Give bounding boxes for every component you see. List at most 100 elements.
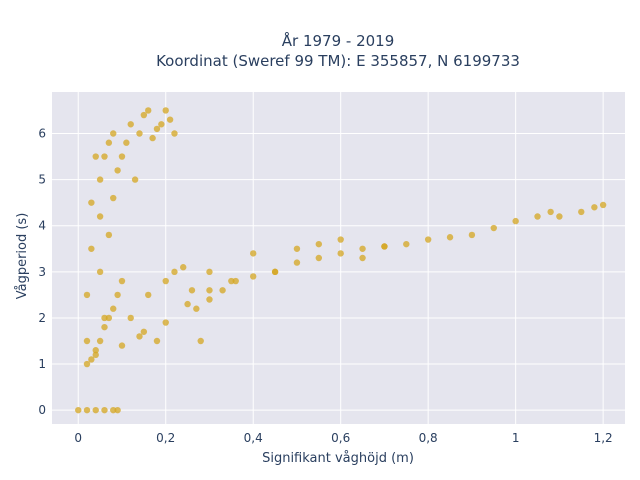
data-point xyxy=(127,314,134,322)
data-point xyxy=(127,121,134,128)
data-point xyxy=(188,287,196,294)
data-point xyxy=(293,245,301,252)
data-point xyxy=(158,121,165,128)
data-point xyxy=(162,277,169,285)
data-point xyxy=(101,323,108,331)
data-point xyxy=(166,116,174,123)
data-point xyxy=(228,277,235,285)
data-point xyxy=(359,254,366,262)
data-point xyxy=(96,176,104,183)
data-point xyxy=(184,300,191,308)
y-tick-label: 4 xyxy=(38,219,46,233)
data-point xyxy=(149,134,156,142)
data-points xyxy=(75,107,607,414)
data-point xyxy=(232,277,239,285)
data-point xyxy=(123,139,130,146)
data-point xyxy=(293,259,301,266)
data-point xyxy=(468,231,476,239)
data-point xyxy=(75,406,82,414)
data-point xyxy=(88,245,95,252)
data-point xyxy=(206,268,213,276)
x-tick-labels: 0 0,2 0,4 0,6 0,8 1 1,2 xyxy=(74,431,612,445)
data-point xyxy=(145,291,152,299)
data-point xyxy=(153,337,161,345)
y-tick-label: 2 xyxy=(38,311,46,325)
data-point xyxy=(219,287,226,294)
grid-lines xyxy=(52,92,625,424)
data-point xyxy=(92,406,99,414)
y-tick-label: 6 xyxy=(38,127,46,141)
data-point xyxy=(105,139,113,146)
data-point xyxy=(140,328,148,335)
data-point xyxy=(359,245,366,252)
data-point xyxy=(424,236,432,243)
data-point xyxy=(83,337,91,345)
data-point xyxy=(110,305,117,312)
data-point xyxy=(206,287,213,294)
data-point xyxy=(114,291,121,299)
data-point xyxy=(96,337,104,345)
y-tick-labels: 0 1 2 3 4 5 6 xyxy=(38,127,46,418)
data-point xyxy=(337,250,344,257)
data-point xyxy=(114,167,121,174)
data-point xyxy=(118,342,126,349)
x-tick-label: 1 xyxy=(512,431,520,445)
data-point xyxy=(118,277,126,285)
y-tick-label: 1 xyxy=(38,357,46,371)
data-point xyxy=(83,291,91,299)
data-point xyxy=(490,224,497,232)
data-point xyxy=(153,125,161,133)
data-point xyxy=(114,406,121,414)
data-point xyxy=(381,243,388,250)
x-tick-label: 0,6 xyxy=(331,431,350,445)
data-point xyxy=(136,130,143,137)
data-point xyxy=(315,254,323,262)
data-point xyxy=(136,333,143,340)
data-point xyxy=(446,234,454,241)
data-point xyxy=(337,236,344,243)
x-tick-label: 0,8 xyxy=(419,431,438,445)
data-point xyxy=(145,107,152,114)
data-point xyxy=(556,213,563,220)
data-point xyxy=(118,153,126,160)
y-tick-label: 0 xyxy=(38,403,46,417)
data-point xyxy=(162,319,169,326)
data-point xyxy=(105,314,113,322)
data-point xyxy=(250,250,257,257)
data-point xyxy=(206,296,213,303)
data-point xyxy=(171,268,178,276)
data-point xyxy=(92,347,99,354)
x-axis-title: Signifikant våghöjd (m) xyxy=(262,451,414,466)
data-point xyxy=(140,111,148,119)
data-point xyxy=(547,208,554,216)
data-point xyxy=(92,351,99,359)
data-point xyxy=(193,305,200,312)
data-point xyxy=(591,204,598,211)
data-point xyxy=(250,273,257,280)
plot-area xyxy=(52,92,625,424)
data-point xyxy=(83,360,91,368)
data-point xyxy=(96,213,104,220)
data-point xyxy=(88,199,95,206)
data-point xyxy=(101,153,108,160)
data-point xyxy=(171,130,178,137)
data-point xyxy=(131,176,139,183)
data-point xyxy=(271,268,279,276)
y-axis-title: Vågperiod (s) xyxy=(15,213,30,300)
data-point xyxy=(578,208,585,216)
data-point xyxy=(101,406,108,414)
data-point xyxy=(96,268,104,276)
chart-subtitle: Koordinat (Sweref 99 TM): E 355857, N 61… xyxy=(156,52,520,70)
data-point xyxy=(512,217,519,225)
data-point xyxy=(101,314,108,322)
y-tick-label: 3 xyxy=(38,265,46,279)
x-tick-label: 0,4 xyxy=(244,431,263,445)
data-point xyxy=(83,406,91,414)
data-point xyxy=(403,240,410,248)
data-point xyxy=(88,356,95,363)
data-point xyxy=(92,153,99,160)
y-tick-label: 5 xyxy=(38,173,46,187)
data-point xyxy=(110,194,117,202)
data-point xyxy=(197,337,204,345)
